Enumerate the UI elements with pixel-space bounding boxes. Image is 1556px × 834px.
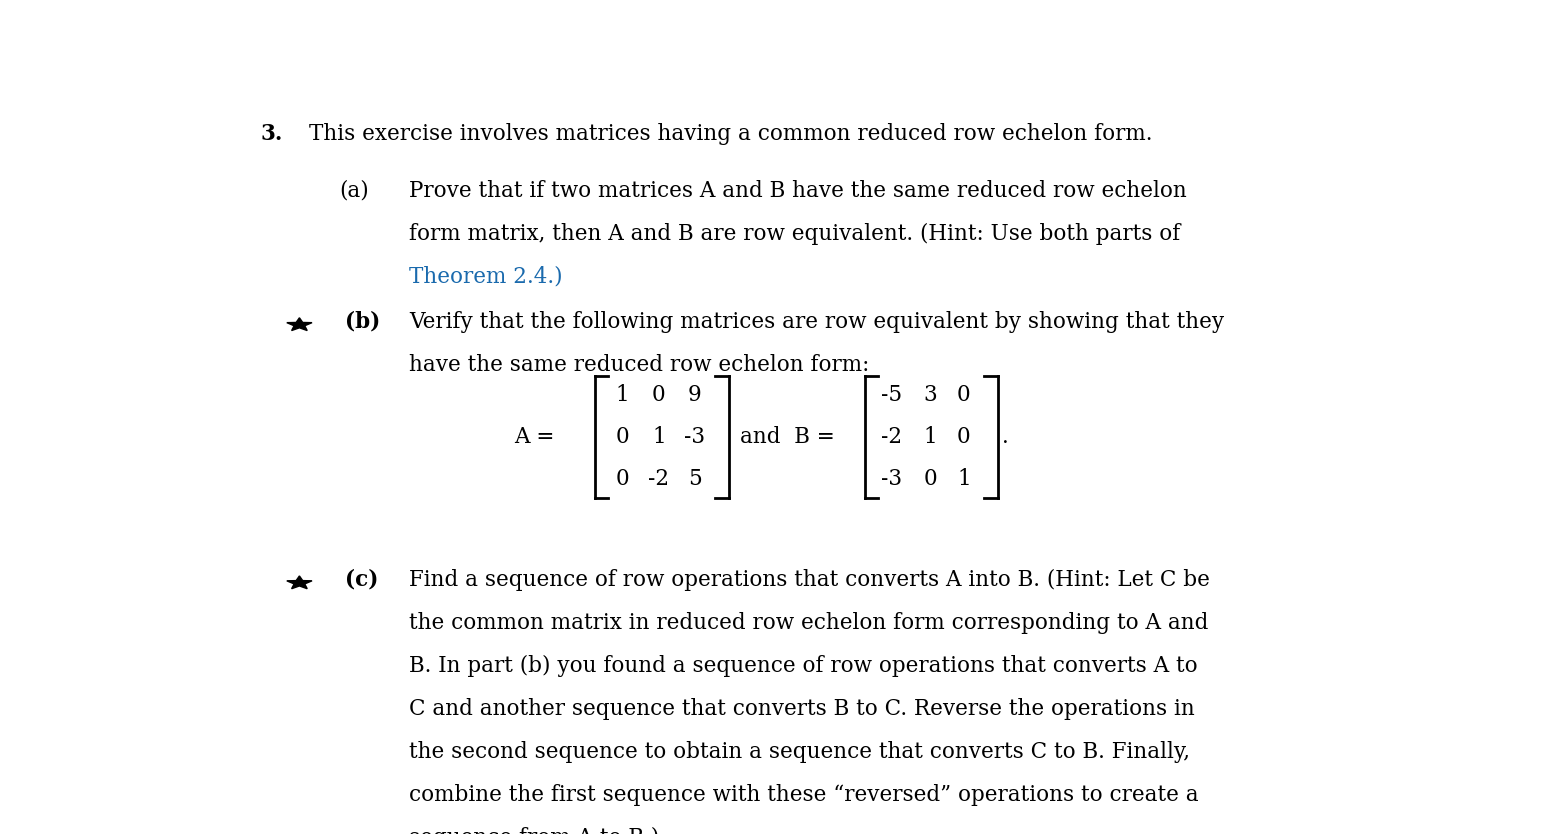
Text: Prove that if two matrices A and B have the same reduced row echelon: Prove that if two matrices A and B have … bbox=[409, 179, 1187, 202]
Text: 1: 1 bbox=[923, 426, 937, 448]
Text: 0: 0 bbox=[652, 384, 666, 406]
Text: -3: -3 bbox=[685, 426, 705, 448]
Text: and  B =: and B = bbox=[739, 426, 834, 448]
Text: -2: -2 bbox=[649, 468, 669, 490]
Polygon shape bbox=[286, 318, 313, 330]
Text: the second sequence to obtain a sequence that converts C to B. Finally,: the second sequence to obtain a sequence… bbox=[409, 741, 1190, 763]
Text: 0: 0 bbox=[957, 384, 971, 406]
Text: 0: 0 bbox=[923, 468, 937, 490]
Text: .: . bbox=[1002, 426, 1010, 448]
Text: 5: 5 bbox=[688, 468, 702, 490]
Text: 0: 0 bbox=[616, 468, 630, 490]
Text: (b): (b) bbox=[345, 311, 381, 333]
Text: Find a sequence of row operations that converts A into B. (Hint: Let C be: Find a sequence of row operations that c… bbox=[409, 569, 1211, 591]
Text: Theorem 2.4.): Theorem 2.4.) bbox=[409, 266, 563, 288]
Text: have the same reduced row echelon form:: have the same reduced row echelon form: bbox=[409, 354, 870, 376]
Text: form matrix, then A and B are row equivalent. (Hint: Use both parts of: form matrix, then A and B are row equiva… bbox=[409, 223, 1181, 245]
Text: sequence from A to B.): sequence from A to B.) bbox=[409, 827, 660, 834]
Text: (a): (a) bbox=[339, 179, 369, 202]
Text: B. In part (b) you found a sequence of row operations that converts A to: B. In part (b) you found a sequence of r… bbox=[409, 655, 1198, 677]
Text: -5: -5 bbox=[881, 384, 902, 406]
Text: C and another sequence that converts B to C. Reverse the operations in: C and another sequence that converts B t… bbox=[409, 698, 1195, 720]
Text: 1: 1 bbox=[652, 426, 666, 448]
Text: 3: 3 bbox=[923, 384, 937, 406]
Text: the common matrix in reduced row echelon form corresponding to A and: the common matrix in reduced row echelon… bbox=[409, 612, 1209, 634]
Text: A =: A = bbox=[513, 426, 554, 448]
Text: -3: -3 bbox=[881, 468, 902, 490]
Text: combine the first sequence with these “reversed” operations to create a: combine the first sequence with these “r… bbox=[409, 784, 1198, 806]
Text: 1: 1 bbox=[957, 468, 971, 490]
Text: 9: 9 bbox=[688, 384, 702, 406]
Text: 3.: 3. bbox=[261, 123, 283, 144]
Polygon shape bbox=[286, 576, 313, 589]
Text: (c): (c) bbox=[345, 569, 378, 590]
Text: This exercise involves matrices having a common reduced row echelon form.: This exercise involves matrices having a… bbox=[310, 123, 1153, 144]
Text: 0: 0 bbox=[616, 426, 630, 448]
Text: 0: 0 bbox=[957, 426, 971, 448]
Text: -2: -2 bbox=[881, 426, 902, 448]
Text: 1: 1 bbox=[616, 384, 630, 406]
Text: Verify that the following matrices are row equivalent by showing that they: Verify that the following matrices are r… bbox=[409, 311, 1225, 333]
